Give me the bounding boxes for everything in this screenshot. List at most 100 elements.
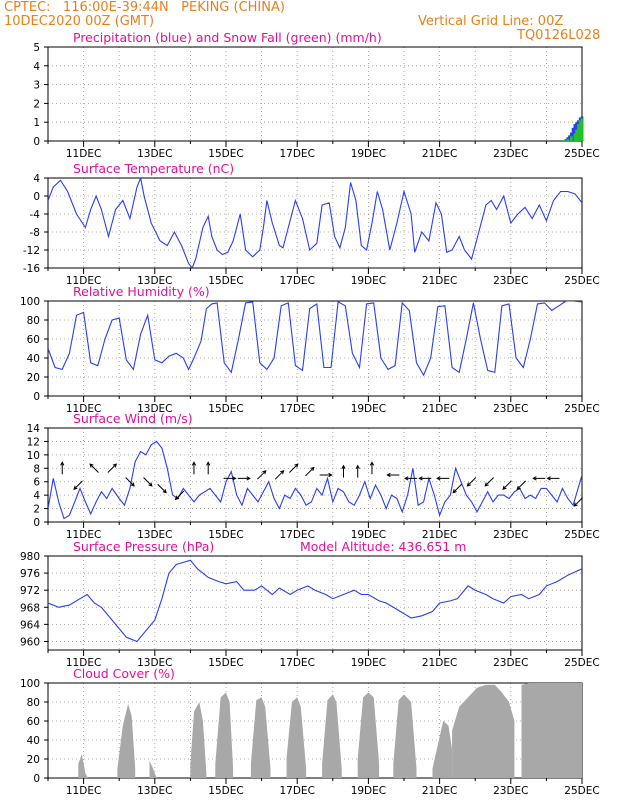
y-tick-label: 20 (27, 754, 40, 766)
temp-title: Surface Temperature (nC) (73, 161, 234, 176)
wind-arrow-head (328, 472, 333, 478)
x-tick-label: 15DEC (208, 529, 243, 541)
x-tick-label: 13DEC (137, 148, 172, 160)
wind-arrow-shaft (175, 490, 185, 500)
y-tick-label: -4 (30, 209, 41, 221)
y-tick-label: 0 (33, 191, 40, 203)
wind-arrow-head (73, 485, 78, 491)
x-tick-label: 11DEC (66, 148, 101, 160)
wind-arrow (546, 476, 560, 481)
snow-bar (573, 133, 577, 141)
wind-arrow (386, 472, 400, 478)
x-tick-label: 23DEC (493, 403, 528, 415)
x-tick-label: 19DEC (351, 275, 386, 287)
x-tick-label: 23DEC (493, 529, 528, 541)
wind-arrow-head (404, 476, 409, 481)
y-tick-label: 2 (33, 98, 40, 110)
y-tick-label: 0 (33, 773, 40, 785)
wind-arrow (418, 476, 432, 481)
snow-bar (577, 124, 580, 141)
y-tick-label: 976 (20, 568, 40, 580)
wind-arrow-head (418, 476, 423, 481)
x-tick-label: 19DEC (351, 148, 386, 160)
wind-arrow-head (148, 482, 153, 487)
wind-arrow-shaft (502, 480, 512, 490)
wind-arrow-shaft (257, 470, 267, 480)
wind-arrow (404, 476, 418, 481)
wind-arrow-head (502, 485, 507, 491)
wind-arrow-head (60, 461, 65, 466)
wind-arrow-shaft (452, 483, 462, 493)
wind-arrow (107, 463, 118, 473)
y-tick-label: 960 (20, 636, 40, 648)
y-tick-label: 0 (33, 517, 40, 529)
wind-arrow (484, 477, 494, 487)
header-code: TQ0126L028 (517, 28, 601, 43)
x-tick-label: 13DEC (137, 403, 172, 415)
wind-arrow-head (341, 464, 346, 469)
wind-arrow (305, 466, 315, 477)
wind-arrow-head (174, 495, 180, 501)
temp-panel (44, 177, 583, 274)
wind-arrow (143, 477, 153, 487)
y-tick-label: 4 (33, 61, 40, 73)
cloud-area (286, 697, 307, 778)
cloud-area (78, 754, 88, 778)
wind-arrow-head (232, 476, 237, 481)
wind-frame (47, 427, 583, 523)
y-tick-label: 1 (33, 117, 40, 129)
wind-arrow-head (89, 463, 94, 468)
x-tick-label: 15DEC (208, 275, 243, 287)
y-tick-label: 968 (20, 602, 40, 614)
y-tick-label: 60 (27, 334, 40, 346)
wind-arrow-head (355, 464, 360, 469)
precip-panel (44, 46, 584, 147)
cloud-area (432, 721, 453, 778)
wind-arrow (223, 476, 237, 481)
rh-title: Relative Humidity (%) (73, 284, 210, 299)
wind-arrow (274, 470, 285, 480)
x-tick-label: 15DEC (208, 657, 243, 669)
x-tick-label: 21DEC (422, 529, 457, 541)
wind-arrow-head (516, 485, 521, 491)
wind-arrow (125, 477, 135, 487)
wind-arrow (369, 461, 375, 475)
x-tick-label: 25DEC (564, 148, 599, 160)
wind-arrow (206, 461, 211, 475)
snow-bar (578, 120, 582, 141)
cloud-area (190, 702, 207, 778)
wind-arrow (60, 461, 65, 475)
snow-bar (562, 140, 566, 141)
cloud-area (117, 703, 136, 778)
cloud-panel (44, 682, 583, 784)
wind-arrow (73, 480, 83, 491)
y-tick-label: 12 (27, 436, 40, 448)
y-tick-label: -16 (23, 263, 40, 275)
y-tick-label: 8 (33, 463, 40, 475)
x-tick-label: 11DEC (66, 785, 101, 797)
wind-series-line (48, 440, 582, 520)
snow-bar (569, 136, 573, 141)
wind-panel (44, 427, 583, 528)
wind-arrow (319, 472, 333, 478)
x-tick-label: 21DEC (422, 403, 457, 415)
wind-arrow-shaft (573, 497, 583, 507)
x-tick-label: 17DEC (279, 275, 314, 287)
wind-arrow-shaft (274, 470, 284, 480)
x-tick-label: 23DEC (493, 785, 528, 797)
cloud-title: Cloud Cover (%) (73, 666, 175, 681)
y-tick-label: 972 (20, 585, 40, 597)
y-tick-label: 4 (33, 490, 40, 502)
snow-bar (566, 139, 570, 141)
wind-arrow-head (369, 461, 375, 466)
wind-arrow (257, 470, 267, 480)
x-tick-label: 17DEC (279, 403, 314, 415)
x-tick-label: 11DEC (66, 275, 101, 287)
precip-bar (573, 124, 577, 141)
wind-arrow-head (262, 470, 267, 475)
y-tick-label: 80 (27, 315, 40, 327)
wind-arrow (436, 476, 450, 481)
wind-arrow (89, 463, 99, 473)
y-tick-label: 0 (33, 391, 40, 403)
precip-bar (568, 135, 571, 141)
